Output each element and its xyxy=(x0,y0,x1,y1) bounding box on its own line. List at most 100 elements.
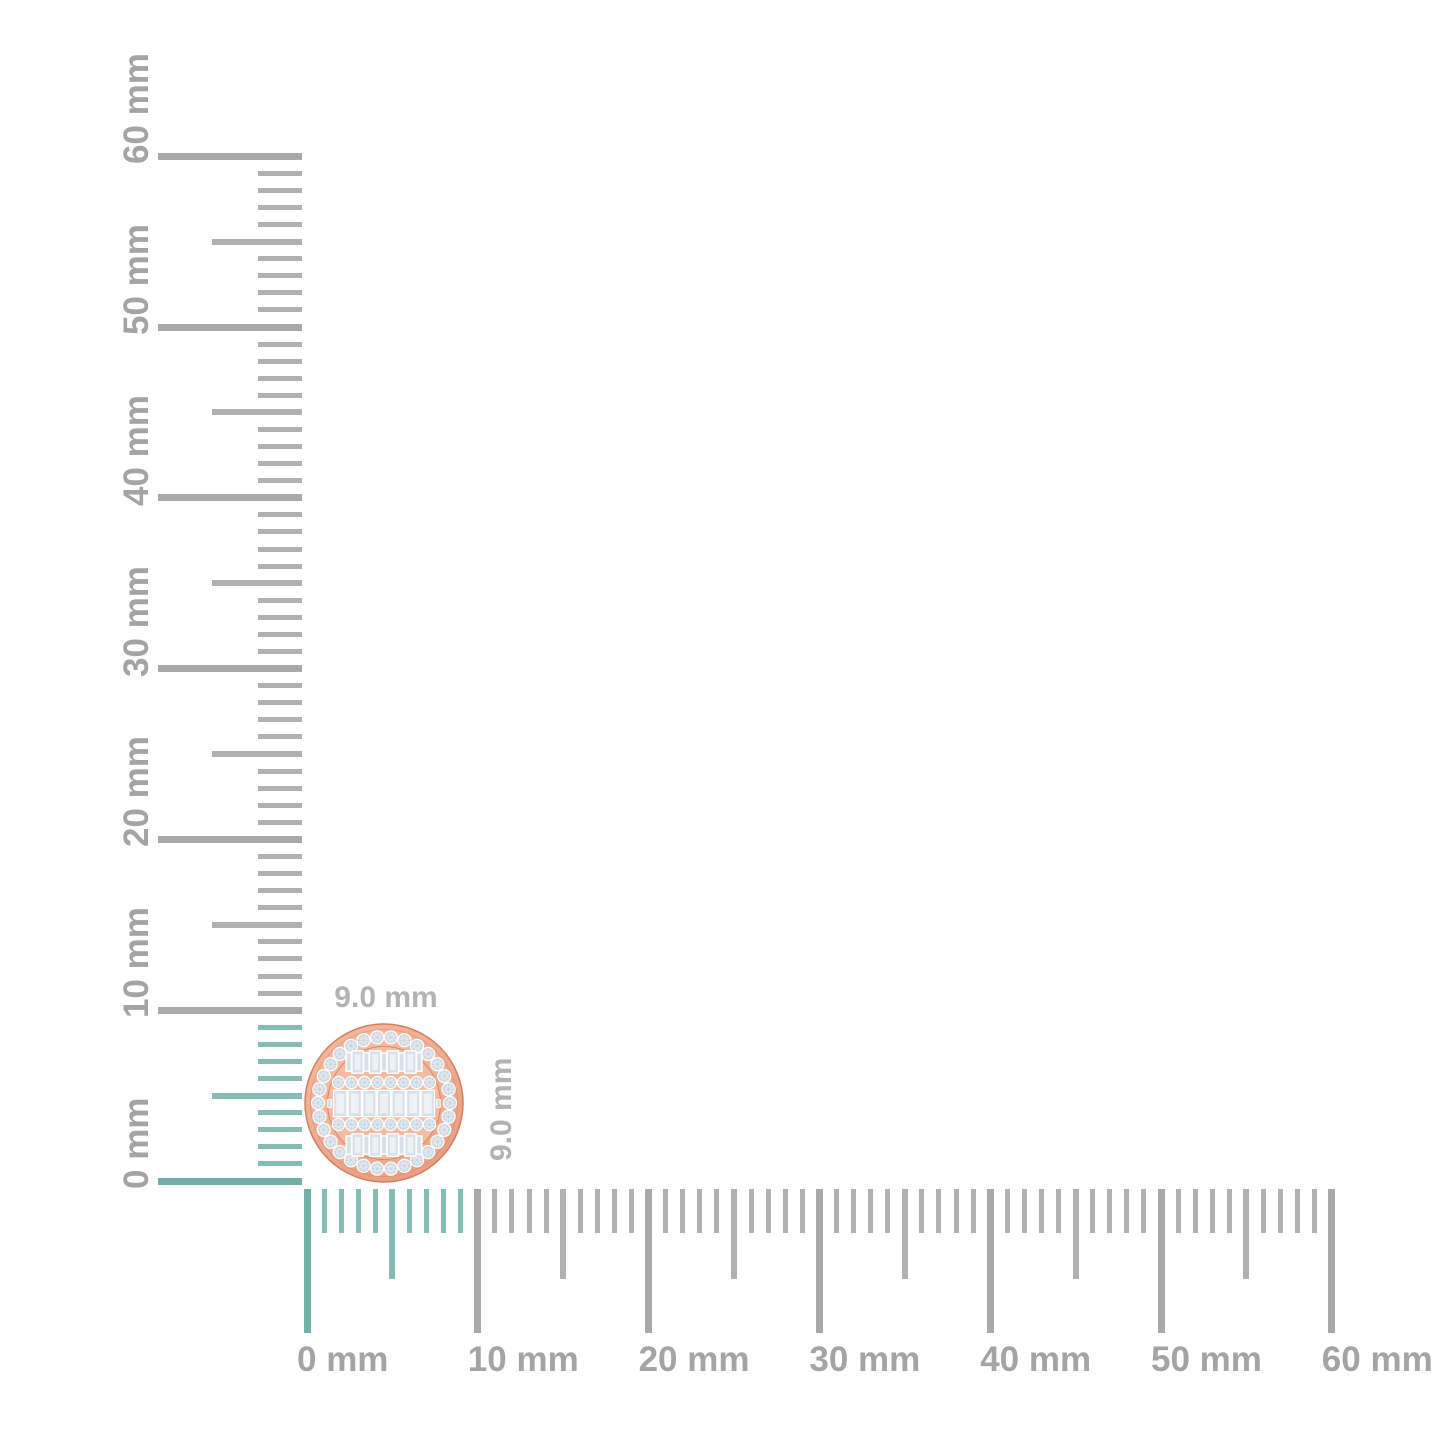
horizontal-ruler-tick xyxy=(936,1189,942,1233)
horizontal-ruler-tick xyxy=(799,1189,805,1233)
horizontal-ruler-tick xyxy=(833,1189,839,1233)
horizontal-ruler-label: 10 mm xyxy=(467,1340,579,1379)
horizontal-ruler-tick xyxy=(492,1189,498,1233)
vertical-ruler-tick xyxy=(258,1058,302,1064)
horizontal-ruler-tick xyxy=(986,1189,994,1333)
vertical-ruler-tick xyxy=(258,358,302,364)
vertical-ruler-tick xyxy=(258,1041,302,1047)
vertical-ruler-tick xyxy=(258,871,302,877)
horizontal-ruler-tick xyxy=(509,1189,515,1233)
halo-diamond-facets xyxy=(357,1160,370,1172)
horizontal-ruler-tick xyxy=(645,1189,653,1333)
baguette-diamond-table xyxy=(354,1054,361,1070)
baguette-diamond-table xyxy=(423,1093,432,1114)
horizontal-ruler-tick xyxy=(1328,1189,1336,1333)
vertical-ruler-tick xyxy=(158,665,302,673)
halo-diamond-facets xyxy=(324,1136,337,1148)
row-diamond-facets xyxy=(333,1119,344,1130)
baguette-diamond-table xyxy=(409,1093,418,1114)
vertical-ruler-tick xyxy=(258,444,302,450)
horizontal-ruler-tick xyxy=(748,1189,754,1233)
horizontal-ruler-tick xyxy=(697,1189,703,1233)
horizontal-ruler-tick xyxy=(629,1189,635,1233)
vertical-ruler-tick xyxy=(258,819,302,825)
halo-diamond-facets xyxy=(431,1136,444,1148)
baguette-diamond xyxy=(346,1053,351,1071)
row-diamond-facets xyxy=(385,1077,396,1088)
halo-diamond-facets xyxy=(334,1146,346,1158)
horizontal-ruler-tick xyxy=(680,1189,686,1233)
baguette-diamond xyxy=(364,1053,369,1071)
row-diamond-facets xyxy=(359,1077,370,1088)
halo-diamond-facets xyxy=(438,1070,450,1082)
horizontal-ruler-tick xyxy=(953,1189,959,1233)
halo-diamond-facets xyxy=(334,1048,346,1060)
horizontal-ruler-tick xyxy=(731,1189,737,1279)
horizontal-ruler-tick xyxy=(372,1189,378,1233)
baguette-diamond-table xyxy=(407,1137,414,1153)
horizontal-ruler-tick xyxy=(1107,1189,1113,1233)
vertical-ruler-tick xyxy=(258,717,302,723)
horizontal-ruler-tick xyxy=(1124,1189,1130,1233)
halo-diamond-facets xyxy=(385,1031,397,1043)
baguette-diamond xyxy=(382,1053,386,1071)
horizontal-ruler-tick xyxy=(1192,1189,1198,1233)
vertical-ruler-tick xyxy=(258,1024,302,1030)
horizontal-ruler-tick xyxy=(611,1189,617,1233)
vertical-ruler-tick xyxy=(158,494,302,502)
halo-diamond-facets xyxy=(357,1034,370,1046)
horizontal-ruler-tick xyxy=(526,1189,532,1233)
horizontal-ruler-tick xyxy=(1278,1189,1284,1233)
vertical-ruler-tick xyxy=(258,939,302,945)
accent-stone xyxy=(435,1099,441,1108)
halo-diamond-facets xyxy=(398,1034,411,1046)
earring-image xyxy=(304,1023,464,1183)
vertical-ruler-tick xyxy=(258,204,302,210)
baguette-diamond xyxy=(382,1136,386,1154)
vertical-ruler-tick xyxy=(258,187,302,193)
horizontal-ruler-tick xyxy=(970,1189,976,1233)
horizontal-ruler-tick xyxy=(594,1189,600,1233)
vertical-ruler-tick xyxy=(158,1177,302,1185)
vertical-ruler-label: 0 mm xyxy=(117,1097,156,1189)
halo-diamond-facets xyxy=(431,1058,444,1070)
horizontal-ruler-tick xyxy=(1226,1189,1232,1233)
horizontal-ruler-tick xyxy=(577,1189,583,1233)
horizontal-ruler-label: 60 mm xyxy=(1321,1340,1433,1379)
horizontal-ruler-tick xyxy=(543,1189,549,1233)
baguette-diamond-table xyxy=(354,1137,361,1153)
horizontal-ruler-tick xyxy=(1175,1189,1181,1233)
vertical-ruler-label: 10 mm xyxy=(117,907,156,1019)
vertical-ruler-tick xyxy=(258,631,302,637)
row-diamond-facets xyxy=(424,1119,435,1130)
vertical-ruler-tick xyxy=(258,222,302,228)
vertical-ruler-label: 40 mm xyxy=(117,394,156,506)
horizontal-ruler-tick xyxy=(474,1189,482,1333)
baguette-diamond-table xyxy=(394,1093,403,1114)
vertical-ruler-tick xyxy=(258,341,302,347)
vertical-ruler-tick xyxy=(258,990,302,996)
vertical-ruler-tick xyxy=(258,1161,302,1167)
vertical-ruler-tick xyxy=(258,973,302,979)
baguette-diamond-table xyxy=(372,1137,379,1153)
horizontal-ruler-tick xyxy=(1072,1189,1079,1279)
halo-diamond-facets xyxy=(411,1040,423,1052)
horizontal-ruler-tick xyxy=(303,1189,311,1333)
width-measurement-label: 9.0 mm xyxy=(334,981,438,1014)
vertical-ruler-tick xyxy=(258,905,302,911)
horizontal-ruler-tick xyxy=(1157,1189,1165,1333)
horizontal-ruler-tick xyxy=(1260,1189,1266,1233)
horizontal-ruler-tick xyxy=(1004,1189,1010,1233)
vertical-ruler-tick xyxy=(258,802,302,808)
vertical-ruler-tick xyxy=(258,256,302,262)
halo-diamond-facets xyxy=(411,1154,423,1166)
horizontal-ruler-tick xyxy=(851,1189,857,1233)
horizontal-ruler-tick xyxy=(815,1189,823,1333)
vertical-ruler-tick xyxy=(212,751,302,757)
horizontal-ruler-tick xyxy=(714,1189,720,1233)
halo-diamond-facets xyxy=(318,1070,330,1082)
horizontal-ruler-tick xyxy=(919,1189,925,1233)
halo-diamond-facets xyxy=(371,1031,383,1043)
vertical-ruler-tick xyxy=(258,170,302,176)
halo-diamond-facets xyxy=(442,1111,455,1123)
